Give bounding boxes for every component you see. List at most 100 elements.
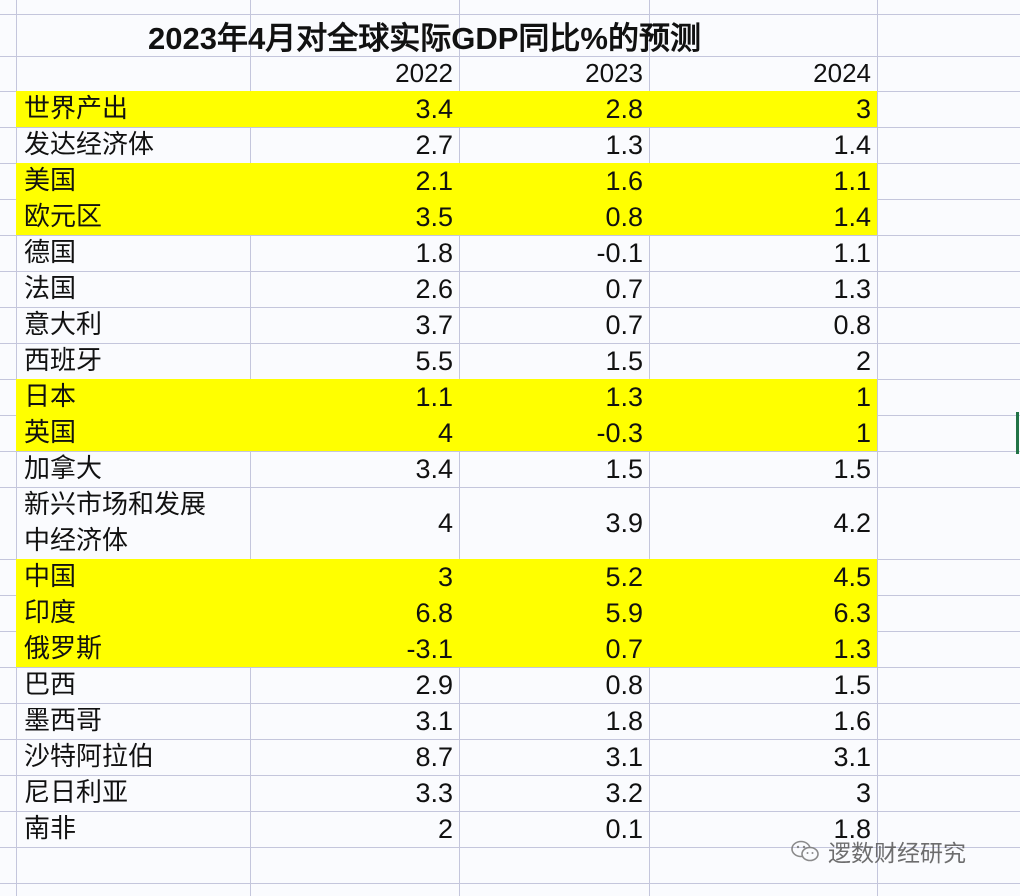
gridline [0, 775, 1020, 776]
value-2022[interactable]: 4 [437, 417, 453, 448]
row-label[interactable]: 印度 [24, 598, 77, 628]
value-2022[interactable]: 2.6 [415, 273, 453, 304]
value-2024[interactable]: 6.3 [833, 597, 871, 628]
value-2024[interactable]: 1.1 [833, 165, 871, 196]
value-2023[interactable]: -0.1 [596, 237, 643, 268]
table-row: 世界产出 3.4 2.8 3 [16, 91, 1020, 127]
value-2022[interactable]: 4 [437, 507, 453, 538]
value-2023[interactable]: 5.2 [605, 561, 643, 592]
value-2023[interactable]: 0.1 [605, 813, 643, 844]
table-row: 沙特阿拉伯 8.7 3.1 3.1 [16, 739, 1020, 775]
row-label[interactable]: 欧元区 [24, 202, 103, 232]
row-label[interactable]: 巴西 [24, 670, 77, 700]
row-label[interactable]: 新兴市场和发展 中经济体 [16, 487, 250, 559]
value-2024[interactable]: 1.4 [833, 129, 871, 160]
value-2023[interactable]: 3.1 [605, 741, 643, 772]
gridline [0, 14, 1020, 15]
value-2022[interactable]: 3 [437, 561, 453, 592]
value-2022[interactable]: 2.1 [415, 165, 453, 196]
value-2024[interactable]: 4.2 [833, 507, 871, 538]
value-2022[interactable]: 3.7 [415, 309, 453, 340]
value-2022[interactable]: 5.5 [415, 345, 453, 376]
value-2023[interactable]: 0.8 [605, 201, 643, 232]
value-2024[interactable]: 1.5 [833, 669, 871, 700]
gridline [0, 739, 1020, 740]
value-2022[interactable]: 8.7 [415, 741, 453, 772]
row-label[interactable]: 意大利 [24, 310, 103, 340]
header-row: 2022 2023 2024 [16, 56, 1020, 91]
row-label[interactable]: 美国 [24, 166, 77, 196]
value-2023[interactable]: 0.7 [605, 309, 643, 340]
row-highlight [16, 163, 877, 199]
value-2023[interactable]: 1.3 [605, 381, 643, 412]
value-2022[interactable]: 2.9 [415, 669, 453, 700]
value-2023[interactable]: 0.7 [605, 273, 643, 304]
value-2024[interactable]: 1.8 [833, 813, 871, 844]
row-label-line: 新兴市场和发展 [24, 490, 207, 520]
row-highlight [16, 595, 877, 631]
value-2022[interactable]: 3.4 [415, 453, 453, 484]
value-2022[interactable]: 3.3 [415, 777, 453, 808]
value-2024[interactable]: 1 [855, 417, 871, 448]
table-row: 法国 2.6 0.7 1.3 [16, 271, 1020, 307]
row-label[interactable]: 墨西哥 [24, 706, 103, 736]
value-2022[interactable]: -3.1 [406, 633, 453, 664]
value-2022[interactable]: 2 [437, 813, 453, 844]
row-highlight [16, 415, 877, 451]
row-label[interactable]: 法国 [24, 274, 77, 304]
row-label[interactable]: 南非 [24, 814, 77, 844]
value-2022[interactable]: 3.1 [415, 705, 453, 736]
value-2023[interactable]: 2.8 [605, 93, 643, 124]
row-label[interactable]: 中国 [24, 562, 77, 592]
gridline [0, 451, 1020, 452]
header-2024[interactable]: 2024 [813, 58, 871, 88]
row-label[interactable]: 英国 [24, 418, 77, 448]
value-2024[interactable]: 1 [855, 381, 871, 412]
value-2023[interactable]: 1.5 [605, 345, 643, 376]
row-highlight [16, 559, 877, 595]
row-label[interactable]: 日本 [24, 382, 77, 412]
value-2024[interactable]: 1.3 [833, 273, 871, 304]
row-label[interactable]: 发达经济体 [24, 130, 155, 160]
value-2023[interactable]: 5.9 [605, 597, 643, 628]
value-2023[interactable]: -0.3 [596, 417, 643, 448]
gridline [0, 703, 1020, 704]
value-2024[interactable]: 1.4 [833, 201, 871, 232]
value-2024[interactable]: 1.1 [833, 237, 871, 268]
row-label[interactable]: 世界产出 [24, 94, 129, 124]
value-2022[interactable]: 1.1 [415, 381, 453, 412]
value-2022[interactable]: 6.8 [415, 597, 453, 628]
value-2022[interactable]: 2.7 [415, 129, 453, 160]
value-2023[interactable]: 3.9 [605, 507, 643, 538]
value-2024[interactable]: 3.1 [833, 741, 871, 772]
table-row: 英国 4 -0.3 1 [16, 415, 1020, 451]
value-2024[interactable]: 3 [855, 777, 871, 808]
value-2023[interactable]: 1.5 [605, 453, 643, 484]
row-label[interactable]: 西班牙 [24, 346, 103, 376]
value-2022[interactable]: 3.4 [415, 93, 453, 124]
value-2024[interactable]: 1.6 [833, 705, 871, 736]
value-2024[interactable]: 4.5 [833, 561, 871, 592]
header-2022[interactable]: 2022 [395, 58, 453, 88]
row-label[interactable]: 德国 [24, 238, 77, 268]
row-label[interactable]: 俄罗斯 [24, 634, 103, 664]
value-2024[interactable]: 1.5 [833, 453, 871, 484]
row-label[interactable]: 加拿大 [24, 454, 103, 484]
header-2023[interactable]: 2023 [585, 58, 643, 88]
value-2023[interactable]: 3.2 [605, 777, 643, 808]
value-2023[interactable]: 1.8 [605, 705, 643, 736]
value-2023[interactable]: 1.3 [605, 129, 643, 160]
value-2024[interactable]: 0.8 [833, 309, 871, 340]
value-2022[interactable]: 3.5 [415, 201, 453, 232]
value-2023[interactable]: 0.8 [605, 669, 643, 700]
value-2023[interactable]: 1.6 [605, 165, 643, 196]
row-label[interactable]: 沙特阿拉伯 [24, 742, 155, 772]
value-2024[interactable]: 3 [855, 93, 871, 124]
value-2024[interactable]: 1.3 [833, 633, 871, 664]
watermark-text: 逻数财经研究 [828, 841, 966, 867]
value-2024[interactable]: 2 [855, 345, 871, 376]
value-2023[interactable]: 0.7 [605, 633, 643, 664]
row-label[interactable]: 尼日利亚 [24, 778, 129, 808]
value-2022[interactable]: 1.8 [415, 237, 453, 268]
